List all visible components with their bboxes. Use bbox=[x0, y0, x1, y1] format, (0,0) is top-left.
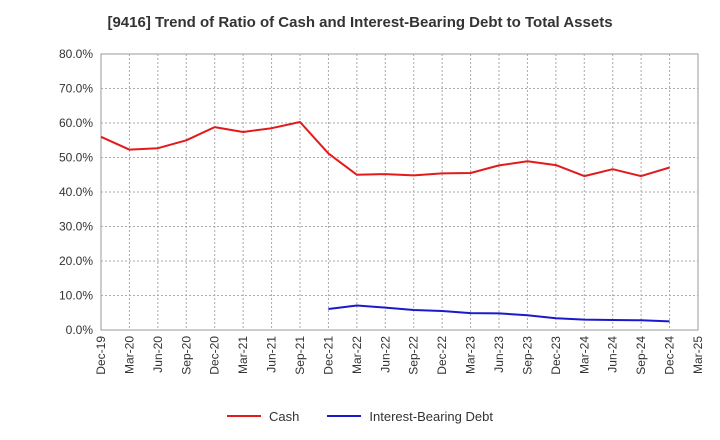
x-tick-label: Dec-23 bbox=[549, 336, 563, 375]
x-tick-label: Jun-24 bbox=[606, 336, 620, 373]
x-tick-label: Mar-23 bbox=[464, 336, 478, 374]
grid-lines bbox=[101, 54, 698, 330]
x-tick-label: Sep-22 bbox=[407, 336, 421, 375]
x-tick-label: Mar-22 bbox=[350, 336, 364, 374]
y-axis-ticks: 0.0% 10.0% 20.0% 30.0% 40.0% 50.0% 60.0% 70.0% 8… bbox=[59, 47, 93, 337]
x-tick-label: Dec-21 bbox=[321, 336, 335, 375]
legend-item-interest-bearing-debt: Interest-Bearing Debt bbox=[327, 409, 493, 424]
x-tick-label: Jun-23 bbox=[492, 336, 506, 373]
x-tick-label: Sep-24 bbox=[634, 336, 648, 375]
y-tick-label: 30.0% bbox=[59, 220, 93, 234]
x-tick-label: Dec-20 bbox=[208, 336, 222, 375]
y-tick-label: 40.0% bbox=[59, 185, 93, 199]
legend-swatch-cash bbox=[227, 415, 262, 417]
x-tick-label: Dec-22 bbox=[435, 336, 449, 375]
y-tick-label: 80.0% bbox=[59, 47, 93, 61]
y-tick-label: 20.0% bbox=[59, 254, 93, 268]
series-lines bbox=[100, 121, 670, 323]
x-tick-label: Jun-20 bbox=[151, 336, 165, 373]
chart-title: [9416] Trend of Ratio of Cash and Intere… bbox=[107, 14, 613, 31]
x-tick-label: Dec-19 bbox=[94, 336, 108, 375]
y-tick-label: 60.0% bbox=[59, 116, 93, 130]
x-axis-ticks: Dec-19 Mar-20 Jun-20 Sep-20 Dec-20 Mar-21 Jun-… bbox=[94, 336, 705, 375]
x-tick-label: Dec-24 bbox=[663, 336, 677, 375]
y-tick-label: 10.0% bbox=[59, 289, 93, 303]
x-tick-label: Jun-22 bbox=[378, 336, 392, 373]
series-line-cash bbox=[100, 121, 670, 178]
y-tick-label: 0.0% bbox=[66, 323, 94, 337]
legend-label-debt: Interest-Bearing Debt bbox=[369, 408, 493, 424]
legend-label-cash: Cash bbox=[269, 408, 300, 424]
legend-item-cash: Cash bbox=[227, 409, 299, 424]
x-tick-label: Mar-20 bbox=[122, 336, 136, 374]
x-tick-label: Sep-20 bbox=[179, 336, 193, 375]
x-tick-label: Jun-21 bbox=[265, 336, 279, 373]
series-line-interest-bearing-debt bbox=[328, 304, 670, 323]
legend-swatch-debt bbox=[327, 415, 362, 417]
x-tick-label: Mar-25 bbox=[691, 336, 705, 374]
x-tick-label: Mar-24 bbox=[577, 336, 591, 374]
legend: Cash Interest-Bearing Debt bbox=[0, 406, 720, 426]
x-tick-label: Sep-21 bbox=[293, 336, 307, 375]
y-tick-label: 50.0% bbox=[59, 151, 93, 165]
x-tick-label: Mar-21 bbox=[236, 336, 250, 374]
y-tick-label: 70.0% bbox=[59, 82, 93, 96]
x-tick-label: Sep-23 bbox=[520, 336, 534, 375]
